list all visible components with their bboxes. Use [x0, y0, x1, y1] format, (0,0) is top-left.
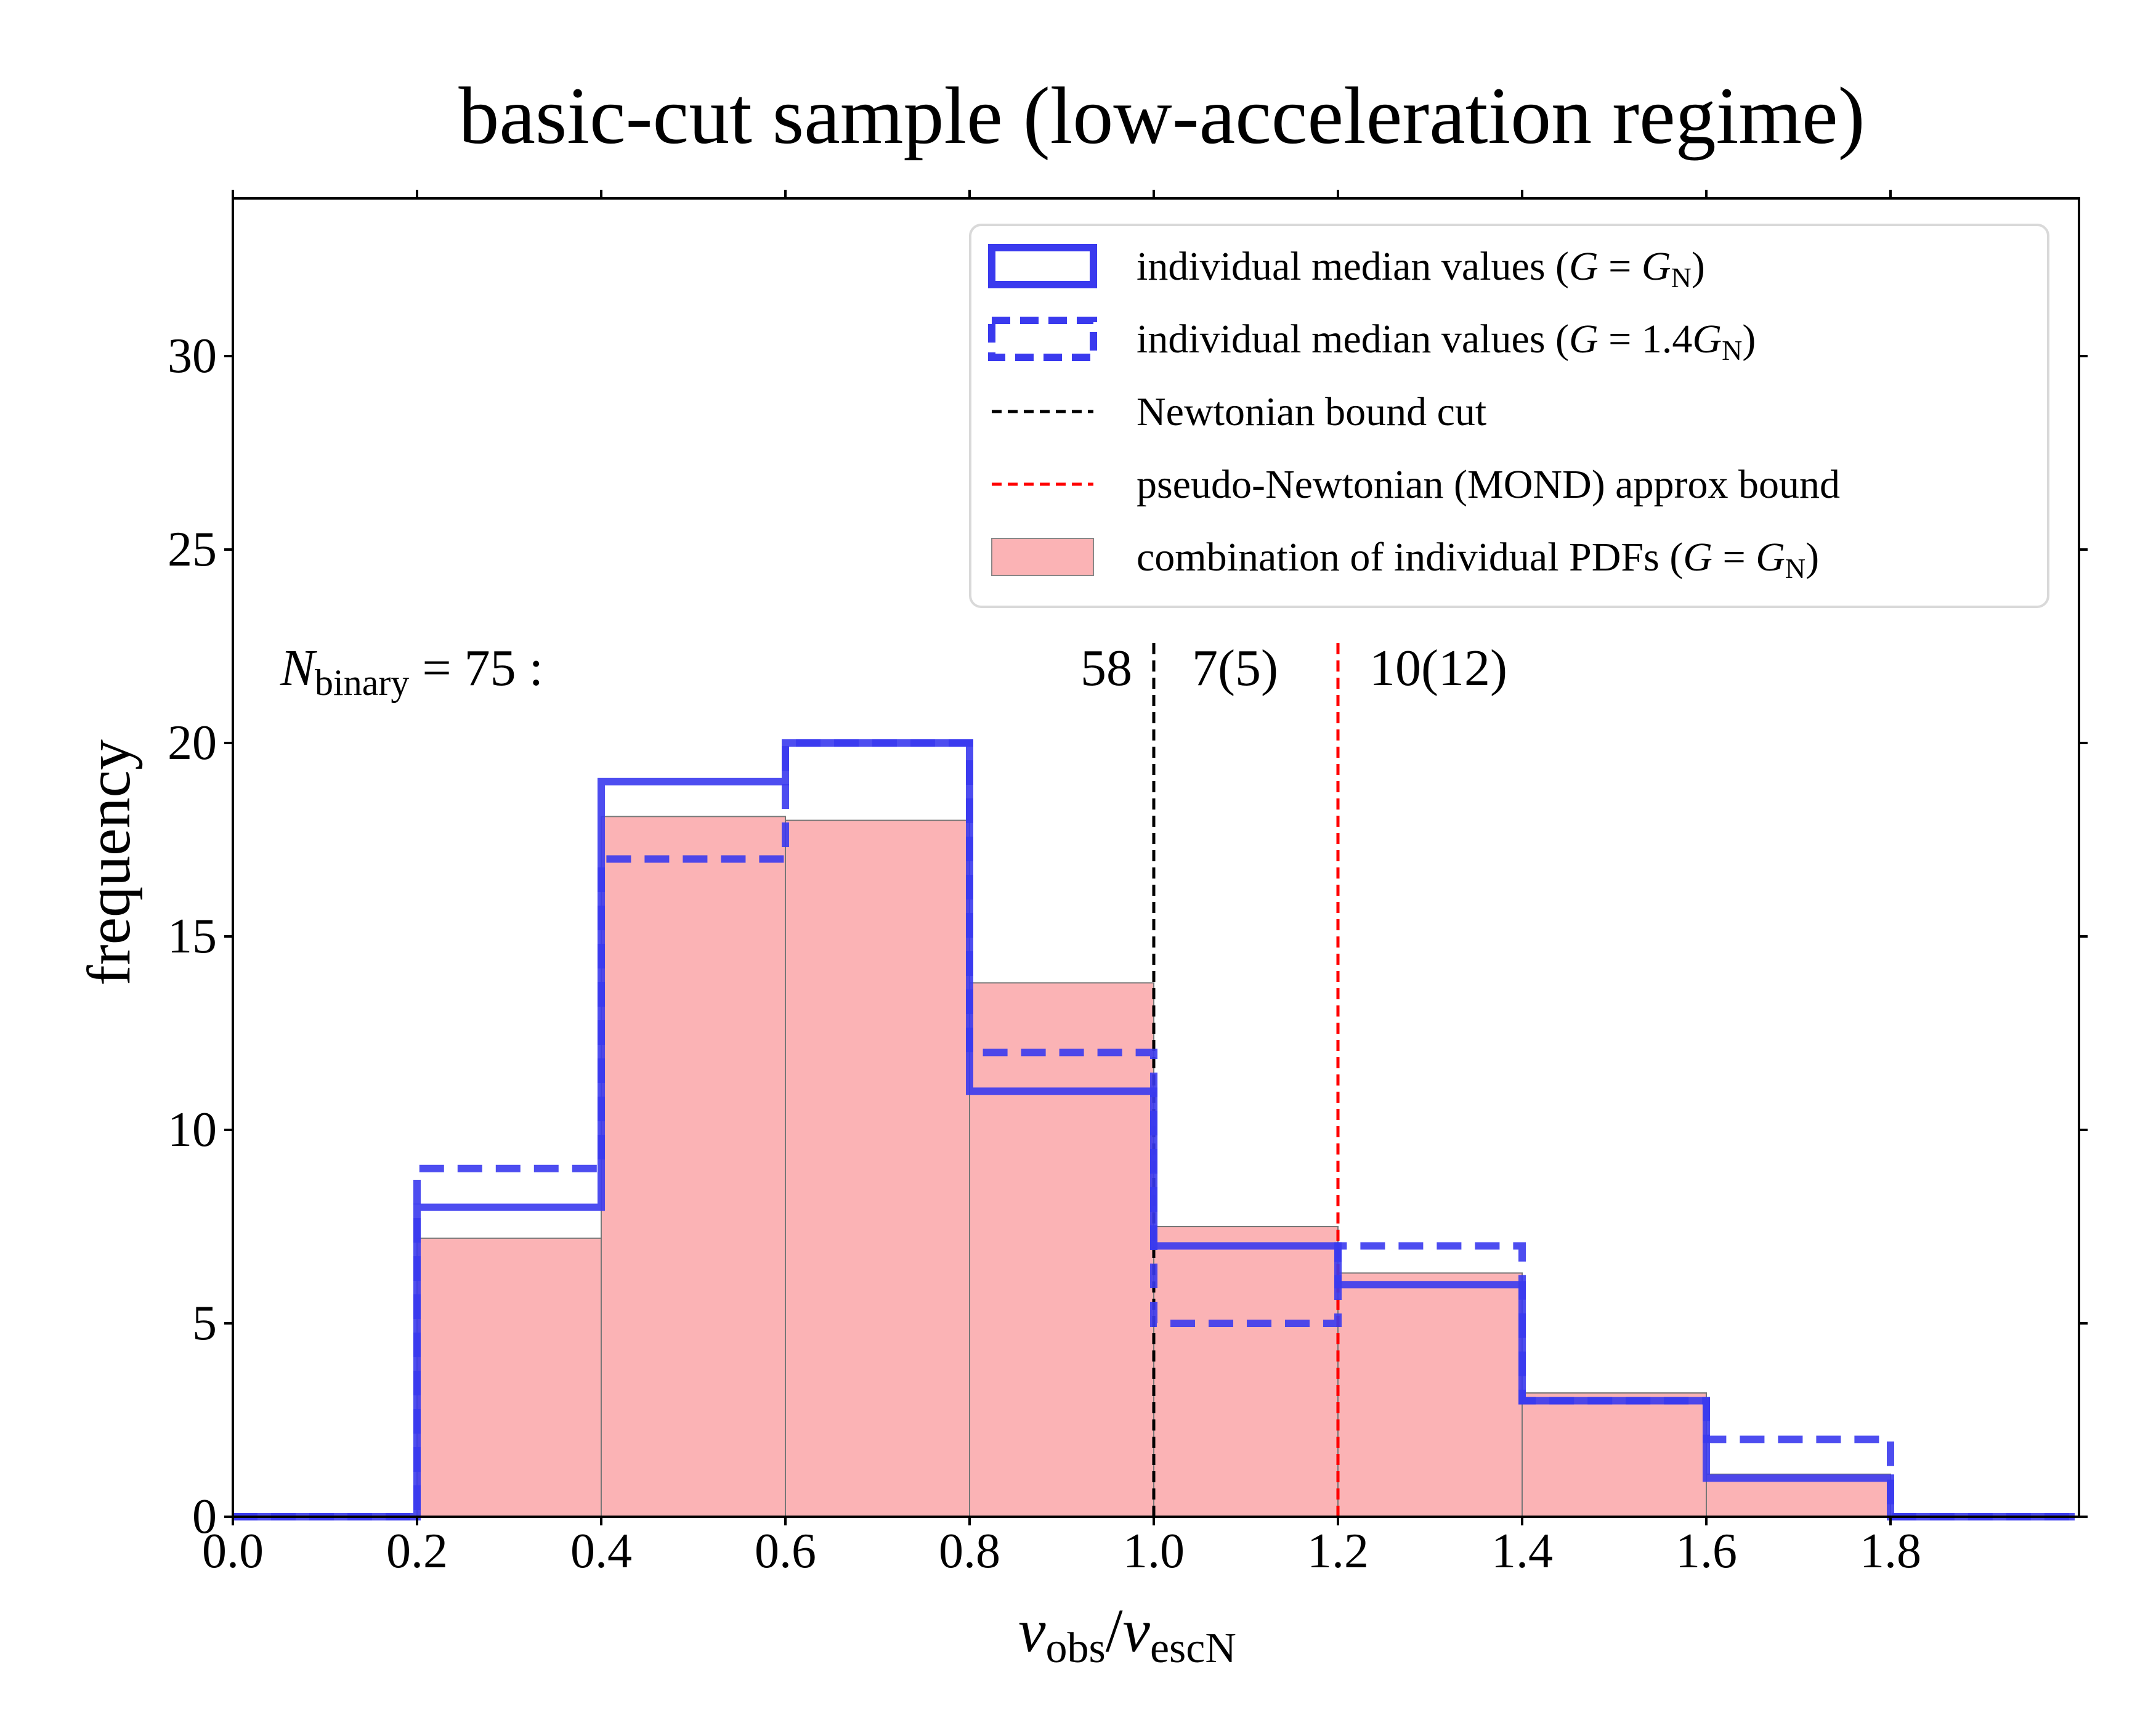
pdf-bars	[416, 816, 1891, 1518]
pdf-bar	[1153, 1226, 1339, 1517]
legend-label: individual median values (G = 1.4GN)	[1137, 317, 1756, 366]
legend-handle-gn	[988, 244, 1097, 288]
count-right-annotation: 10(12)	[1369, 639, 1507, 697]
pdf-bar	[1337, 1272, 1523, 1518]
n-binary-annotation: Nbinary = 75 :	[280, 639, 543, 703]
y-tick-label: 5	[192, 1296, 217, 1350]
y-tick-label: 20	[168, 716, 217, 770]
median-step-lines	[233, 739, 2075, 1520]
legend-handle-1p4gn	[988, 317, 1097, 361]
plot-frame	[232, 197, 2080, 1518]
legend-box	[969, 224, 2049, 608]
pdf-bar	[1522, 1392, 1707, 1518]
x-tick-label: 1.0	[1123, 1524, 1185, 1578]
x-tick-label: 0.6	[755, 1524, 816, 1578]
y-axis-label: frequency	[75, 739, 143, 986]
y-tick-label: 25	[168, 522, 217, 577]
y-tick-label: 30	[168, 329, 217, 383]
x-axis-label: vobs/vescN​	[1018, 1596, 1236, 1672]
pdf-bar	[785, 819, 970, 1517]
y-tick-label: 15	[168, 909, 217, 964]
y-tick-label: 0	[192, 1490, 217, 1544]
legend-label: Newtonian bound cut	[1137, 389, 1486, 434]
pdf-bar	[416, 1237, 602, 1517]
x-tick-label: 0.8	[939, 1524, 1000, 1578]
legend-label: individual median values (G = GN)	[1137, 244, 1705, 293]
x-tick-label: 1.6	[1676, 1524, 1737, 1578]
chart-title: basic-cut sample (low-acceleration regim…	[458, 70, 1865, 161]
count-left-annotation: 58	[1080, 639, 1132, 697]
step-line-1p4gn	[233, 739, 2075, 1520]
x-tick-label: 1.2	[1307, 1524, 1369, 1578]
ticks: 0.0 0.2 0.4 0.6 0.8 1.0 1.2 1.4 1.6 1.8 0 5 10 15 20 25…	[168, 190, 2088, 1578]
legend: individual median values (G = GN) individ…	[969, 224, 2049, 608]
pdf-bar	[969, 982, 1154, 1517]
legend-handle-pdf	[991, 538, 1094, 576]
legend-label: pseudo-Newtonian (MOND) approx bound	[1137, 462, 1840, 507]
x-tick-label: 1.8	[1860, 1524, 1921, 1578]
legend-label: combination of individual PDFs (G = GN)	[1137, 535, 1819, 584]
y-tick-label: 10	[168, 1103, 217, 1157]
count-mid-annotation: 7(5)	[1192, 639, 1278, 697]
x-tick-label: 0.0	[202, 1524, 264, 1578]
x-tick-label: 0.2	[386, 1524, 448, 1578]
x-tick-label: 1.4	[1491, 1524, 1553, 1578]
x-tick-label: 0.4	[570, 1524, 632, 1578]
axes	[232, 197, 2080, 1518]
pdf-bar	[601, 816, 786, 1517]
